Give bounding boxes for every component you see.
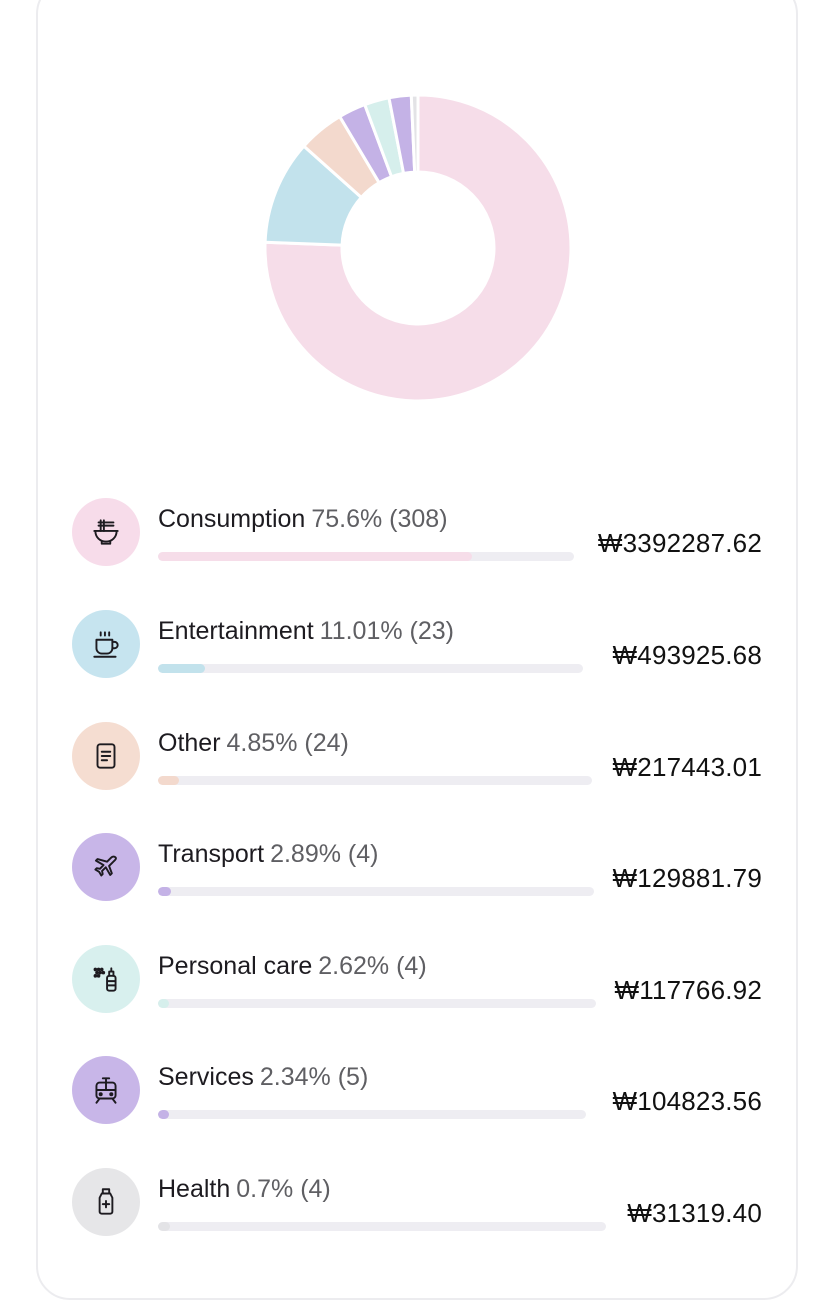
category-row-other[interactable]: Other 4.85% (24) ₩217443.01 <box>72 722 772 822</box>
icon-circle <box>72 722 140 790</box>
donut-slice-health <box>409 94 420 174</box>
airplane-icon <box>94 855 117 877</box>
spending-card <box>36 0 798 1300</box>
spray-bottle-icon <box>93 967 117 992</box>
category-row-consumption[interactable]: Consumption 75.6% (308) ₩3392287.62 <box>72 498 772 598</box>
category-share-bar <box>158 776 592 785</box>
category-percent: 0.7% <box>236 1175 294 1203</box>
category-percent: 75.6% <box>311 505 383 533</box>
category-row-entertainment[interactable]: Entertainment 11.01% (23) ₩493925.68 <box>72 610 772 710</box>
icon-circle <box>72 833 140 901</box>
category-count: (4) <box>300 1175 331 1203</box>
coffee-cup-icon <box>93 631 119 658</box>
category-count: (5) <box>337 1063 369 1091</box>
category-count: (308) <box>389 505 448 533</box>
icon-circle <box>72 1056 140 1124</box>
category-count: (4) <box>347 840 379 868</box>
category-amount: ₩104823.56 <box>612 1086 762 1116</box>
icon-circle <box>72 1168 140 1236</box>
category-share-bar <box>158 999 596 1008</box>
category-share-bar <box>158 1110 586 1119</box>
category-name: Consumption <box>158 505 306 533</box>
category-amount: ₩117766.92 <box>614 975 762 1005</box>
category-amount: ₩31319.40 <box>627 1198 762 1228</box>
category-row-health[interactable]: Health 0.7% (4) ₩31319.40 <box>72 1168 772 1268</box>
category-share-fill <box>158 999 170 1008</box>
icon-circle <box>72 945 140 1013</box>
category-percent: 2.34% <box>259 1063 331 1091</box>
donut-slice-consumption <box>264 94 572 402</box>
category-amount: ₩3392287.62 <box>597 528 762 558</box>
category-row-services[interactable]: Services 2.34% (5) ₩104823.56 <box>72 1056 772 1156</box>
category-share-fill <box>158 887 171 896</box>
category-name: Other <box>158 729 221 757</box>
noodle-bowl-icon <box>93 519 119 545</box>
category-share-bar <box>158 1222 606 1231</box>
category-name: Transport <box>158 840 265 868</box>
category-percent: 4.85% <box>226 729 298 757</box>
category-share-bar <box>158 664 583 673</box>
category-share-fill <box>158 776 180 785</box>
category-row-transport[interactable]: Transport 2.89% (4) ₩129881.79 <box>72 833 772 933</box>
category-amount: ₩493925.68 <box>612 640 762 670</box>
category-name: Health <box>158 1175 231 1203</box>
category-share-bar <box>158 552 574 561</box>
category-share-fill <box>158 1222 170 1231</box>
category-amount: ₩217443.01 <box>612 752 762 782</box>
category-count: (4) <box>396 952 427 980</box>
icon-circle <box>72 610 140 678</box>
category-share-fill <box>158 552 473 561</box>
icon-circle <box>72 498 140 566</box>
category-share-fill <box>158 1110 170 1119</box>
category-name: Services <box>158 1063 254 1091</box>
category-row-personal-care[interactable]: Personal care 2.62% (4) ₩117766.92 <box>72 945 772 1045</box>
category-percent: 2.62% <box>318 952 390 980</box>
receipt-icon <box>96 743 116 769</box>
category-name: Entertainment <box>158 617 314 645</box>
category-percent: 2.89% <box>270 840 341 868</box>
category-count: (24) <box>304 729 349 757</box>
category-amount: ₩129881.79 <box>612 863 762 893</box>
category-share-bar <box>158 887 594 896</box>
medicine-bottle-icon <box>98 1188 114 1215</box>
category-percent: 11.01% <box>319 617 403 645</box>
category-name: Personal care <box>158 952 313 980</box>
category-count: (23) <box>409 617 454 645</box>
category-share-fill <box>158 664 205 673</box>
category-donut-chart <box>264 94 572 402</box>
train-icon <box>95 1077 117 1104</box>
